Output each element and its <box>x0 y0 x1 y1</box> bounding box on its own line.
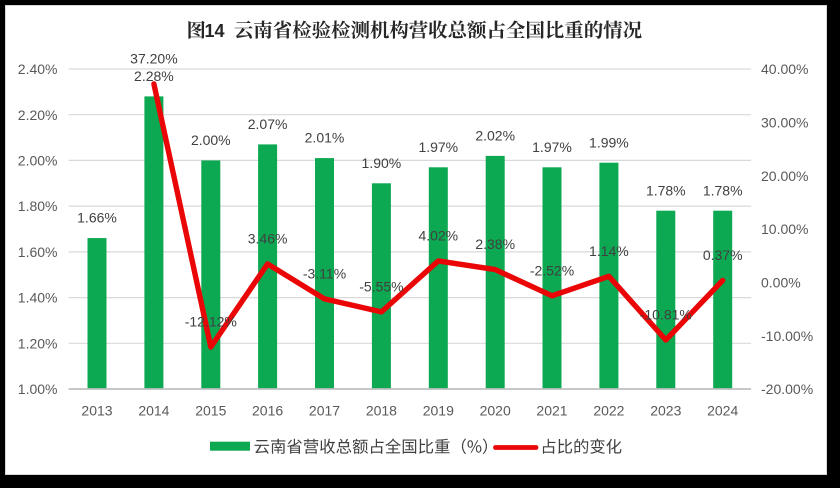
svg-text:2019: 2019 <box>423 402 454 418</box>
svg-text:1.40%: 1.40% <box>18 290 58 306</box>
svg-text:-10.81%: -10.81% <box>640 307 692 323</box>
svg-text:2016: 2016 <box>252 402 283 418</box>
svg-text:1.20%: 1.20% <box>18 335 58 351</box>
svg-text:30.00%: 30.00% <box>761 114 808 130</box>
svg-text:-3.11%: -3.11% <box>303 266 346 282</box>
svg-text:2020: 2020 <box>480 402 511 418</box>
svg-text:2.28%: 2.28% <box>134 68 174 84</box>
svg-text:3.46%: 3.46% <box>248 231 288 247</box>
svg-text:10.00%: 10.00% <box>761 221 808 237</box>
svg-text:2.07%: 2.07% <box>248 116 288 132</box>
svg-text:2021: 2021 <box>536 402 567 418</box>
svg-text:-10.00%: -10.00% <box>761 328 813 344</box>
svg-text:1.66%: 1.66% <box>77 210 117 226</box>
svg-text:1.78%: 1.78% <box>646 182 686 198</box>
svg-text:2018: 2018 <box>366 402 397 418</box>
svg-text:2017: 2017 <box>309 402 340 418</box>
svg-text:20.00%: 20.00% <box>761 168 808 184</box>
svg-text:2023: 2023 <box>650 402 681 418</box>
svg-text:0.00%: 0.00% <box>761 274 801 290</box>
svg-text:2.38%: 2.38% <box>475 236 515 252</box>
svg-text:2.00%: 2.00% <box>191 132 231 148</box>
svg-text:2024: 2024 <box>707 402 738 418</box>
svg-text:1.90%: 1.90% <box>362 155 402 171</box>
svg-text:2.00%: 2.00% <box>18 153 58 169</box>
svg-text:1.00%: 1.00% <box>18 381 58 397</box>
svg-text:37.20%: 37.20% <box>130 51 177 67</box>
svg-text:1.78%: 1.78% <box>703 182 743 198</box>
svg-text:2015: 2015 <box>195 402 226 418</box>
svg-text:1.80%: 1.80% <box>18 198 58 214</box>
svg-text:-2.52%: -2.52% <box>530 262 574 278</box>
svg-text:2022: 2022 <box>593 402 624 418</box>
svg-text:1.14%: 1.14% <box>589 243 629 259</box>
svg-text:1.99%: 1.99% <box>589 134 629 150</box>
svg-text:1.97%: 1.97% <box>418 139 458 155</box>
svg-text:1.60%: 1.60% <box>18 244 58 260</box>
svg-text:0.37%: 0.37% <box>703 247 743 263</box>
svg-text:2.20%: 2.20% <box>18 107 58 123</box>
svg-text:-20.00%: -20.00% <box>761 381 813 397</box>
svg-text:2013: 2013 <box>81 402 112 418</box>
svg-text:40.00%: 40.00% <box>761 61 808 77</box>
svg-text:14: 14 <box>205 21 225 41</box>
svg-text:2014: 2014 <box>138 402 169 418</box>
svg-text:-12.12%: -12.12% <box>185 314 237 330</box>
svg-text:4.02%: 4.02% <box>418 228 458 244</box>
svg-text:1.97%: 1.97% <box>532 139 572 155</box>
svg-text:2.02%: 2.02% <box>475 128 515 144</box>
svg-text:-5.55%: -5.55% <box>359 279 403 295</box>
svg-text:2.40%: 2.40% <box>18 61 58 77</box>
svg-text:2.01%: 2.01% <box>305 130 345 146</box>
